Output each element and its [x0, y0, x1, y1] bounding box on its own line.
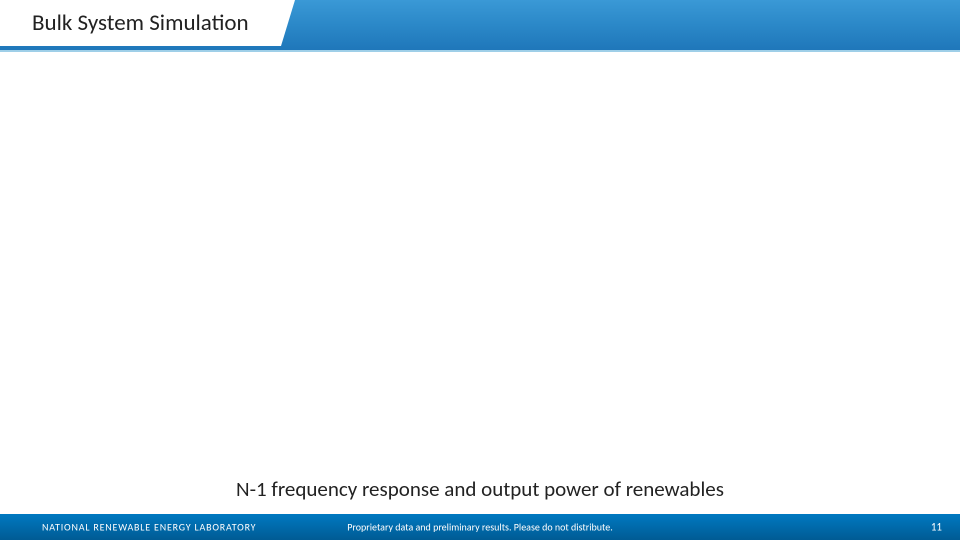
slide-title: Bulk System Simulation [32, 9, 249, 37]
slide-header: Bulk System Simulation [0, 0, 960, 52]
footer-disclaimer: Proprietary data and preliminary results… [347, 521, 613, 534]
slide-subtitle: N-1 frequency response and output power … [0, 476, 960, 502]
slide-footer: NATIONAL RENEWABLE ENERGY LABORATORY Pro… [0, 514, 960, 540]
footer-org-label: NATIONAL RENEWABLE ENERGY LABORATORY [42, 521, 256, 534]
footer-page-number: 11 [931, 521, 942, 534]
slide-body: N-1 frequency response and output power … [0, 52, 960, 514]
title-notch: Bulk System Simulation [0, 0, 295, 46]
